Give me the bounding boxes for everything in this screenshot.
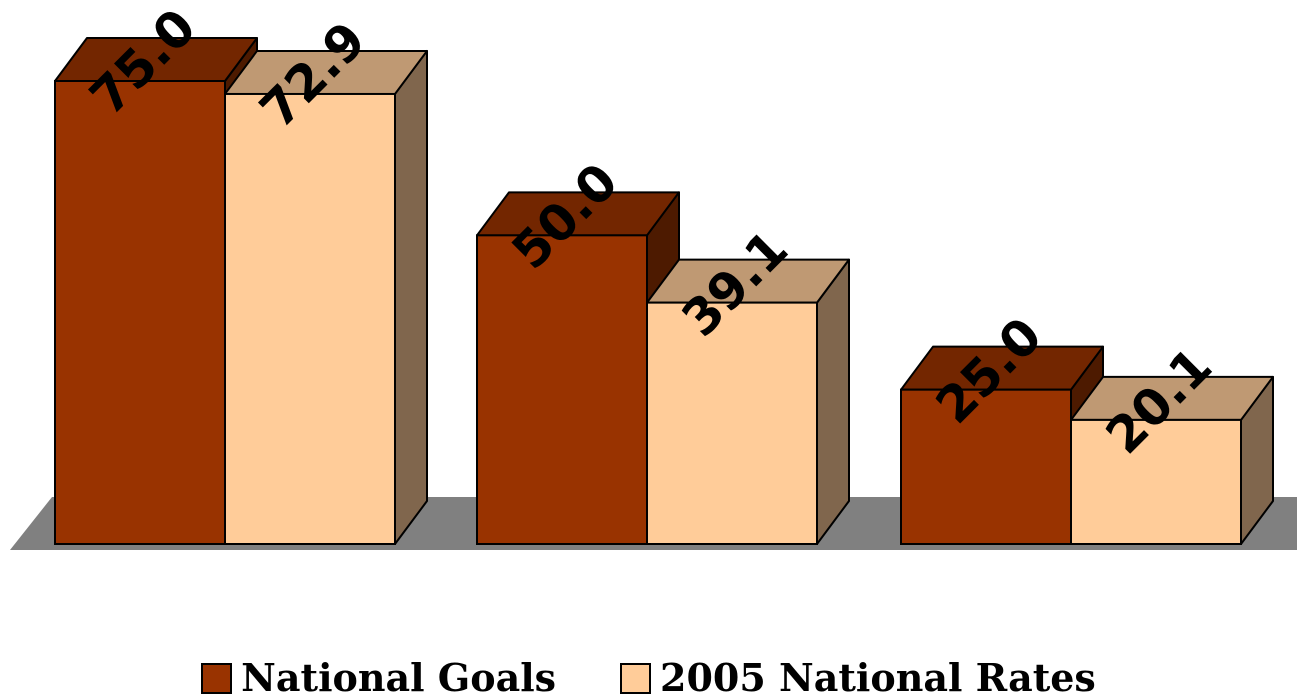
bar-2005-national-rates-1 [224, 49, 428, 546]
bars [54, 37, 1274, 546]
legend-swatch-2005-national-rates [620, 662, 652, 694]
legend-label-2005-national-rates: 2005 National Rates [660, 655, 1096, 700]
bar-front-face [54, 80, 226, 545]
bar-front-face [1070, 418, 1242, 545]
bar-front-face [224, 92, 396, 546]
legend-swatch-national-goals [201, 662, 233, 694]
legend-label-national-goals: National Goals [241, 655, 557, 700]
legend-item-2005-national-rates: 2005 National Rates [620, 659, 1096, 697]
bar-side-face [394, 49, 428, 545]
bar-front-face [646, 301, 818, 546]
bar-chart: 75.0 72.950.039.125.0 20.1 [10, 0, 1297, 550]
bar-2005-national-rates-2 [646, 258, 850, 546]
bar-2005-national-rates-3 [1070, 375, 1274, 545]
legend-item-national-goals: National Goals [201, 659, 556, 697]
legend: National Goals 2005 National Rates [0, 656, 1297, 700]
bar-front-face [900, 388, 1072, 545]
bar-front-face [476, 234, 648, 545]
bar-side-face [816, 258, 850, 545]
